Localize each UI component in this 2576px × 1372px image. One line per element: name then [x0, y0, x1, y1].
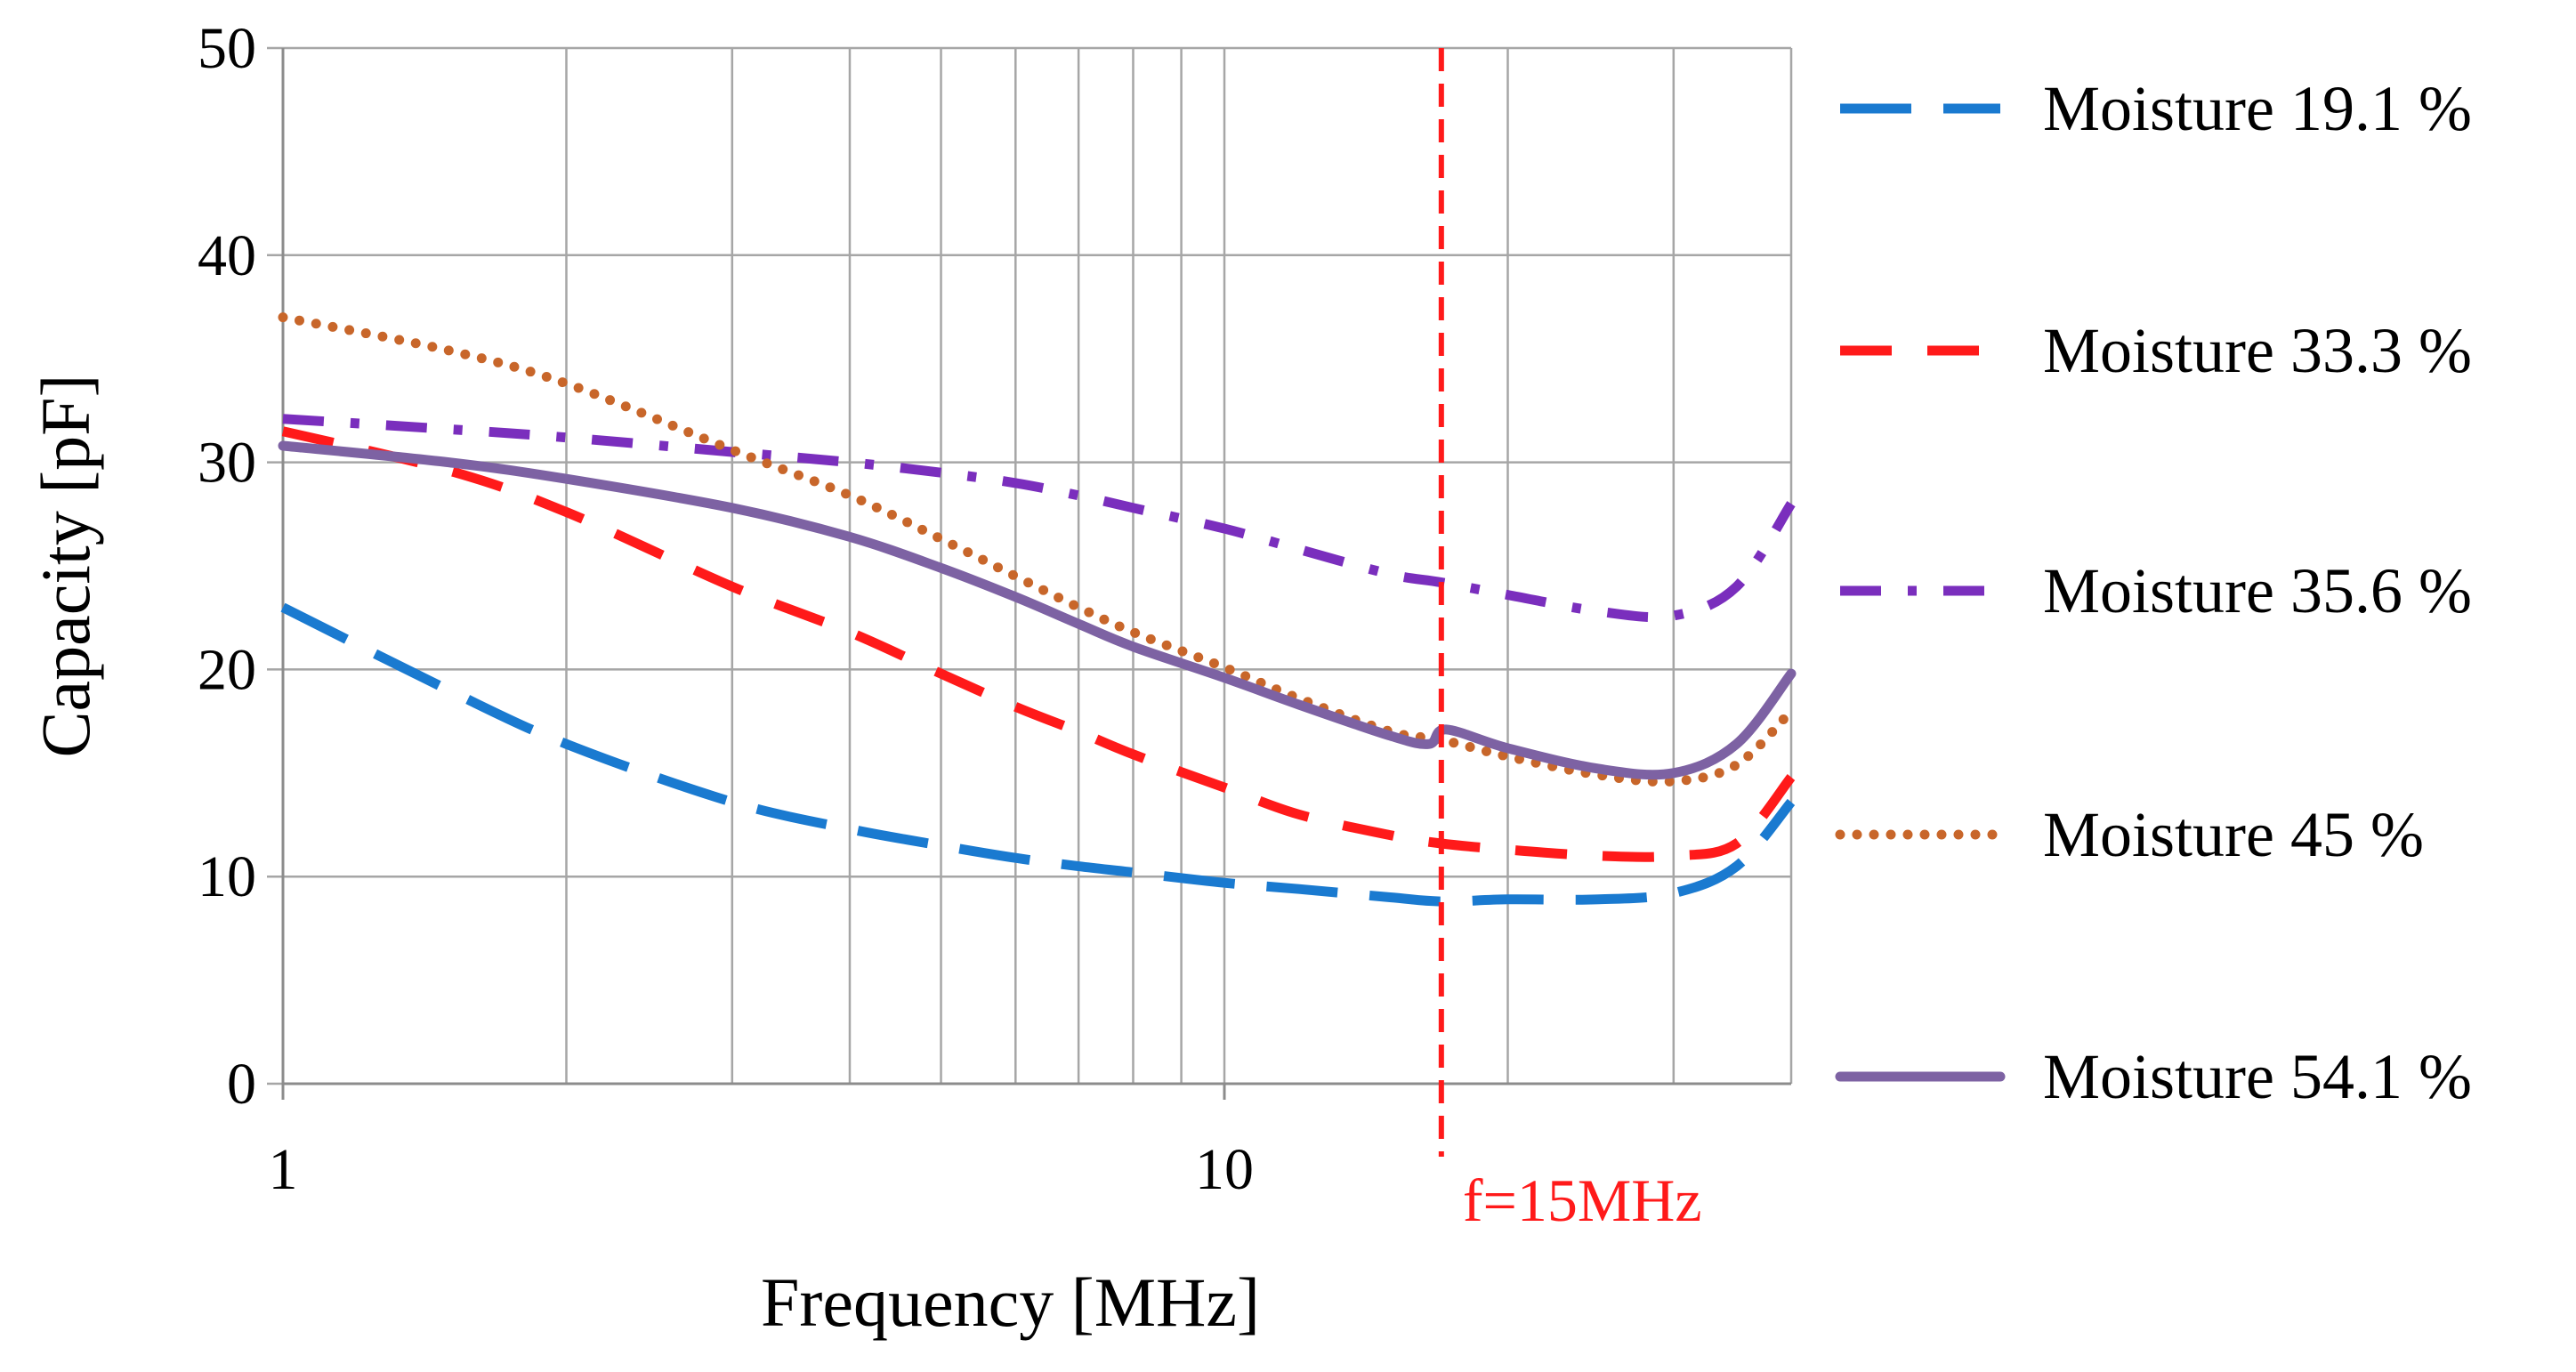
y-tick-label: 0: [227, 1052, 256, 1117]
y-axis-title: Capacity [pF]: [27, 374, 104, 757]
legend: Moisture 19.1 % Moisture 33.3 % Moisture 3…: [1835, 73, 2472, 1112]
y-tick-label: 10: [198, 844, 256, 909]
y-tick-label: 40: [198, 223, 256, 288]
series-line-1: [280, 602, 1796, 907]
series-line-3: [282, 414, 1796, 623]
grid: [267, 46, 1793, 1085]
series-line-5: [278, 440, 1797, 780]
annotation-label: f=15MHz: [1463, 1166, 1702, 1234]
legend-label-3: Moisture 35.6 %: [2043, 555, 2472, 626]
series-line-4: [278, 312, 1797, 787]
labels: 0 10 20 30 40 50 1 10 Frequency [MHz] Capacity [p…: [27, 16, 1260, 1341]
legend-label-2: Moisture 33.3 %: [2043, 315, 2472, 386]
data-series: [278, 312, 1797, 907]
annotation: f=15MHz: [1438, 48, 1702, 1234]
y-tick-label: 50: [198, 16, 256, 81]
y-tick-label: 30: [198, 431, 256, 496]
series-line-2: [281, 426, 1796, 862]
legend-label-1: Moisture 19.1 %: [2043, 73, 2472, 144]
legend-label-5: Moisture 54.1 %: [2043, 1041, 2472, 1112]
legend-label-4: Moisture 45 %: [2043, 799, 2424, 870]
axes: [281, 48, 1791, 1100]
x-tick-label: 10: [1195, 1137, 1254, 1202]
x-tick-label: 1: [269, 1137, 298, 1202]
x-axis-title: Frequency [MHz]: [761, 1263, 1260, 1341]
y-tick-label: 20: [198, 637, 256, 702]
